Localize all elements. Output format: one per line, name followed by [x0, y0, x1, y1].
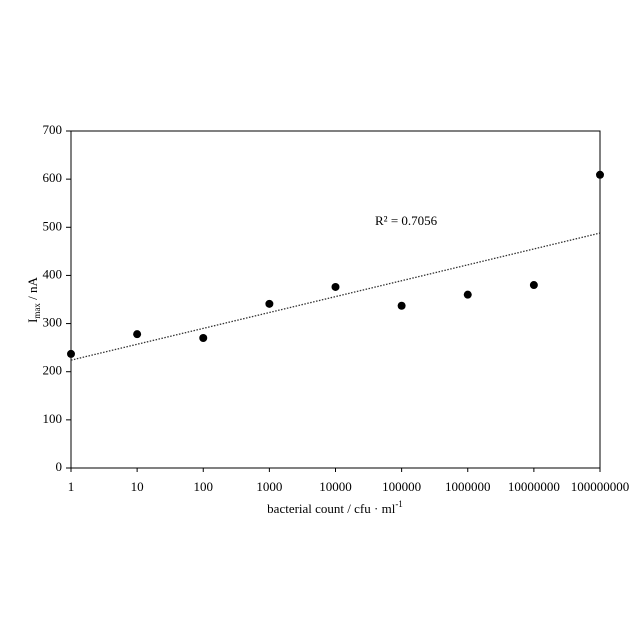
x-tick-label: 1	[68, 479, 75, 494]
y-tick-label: 100	[43, 411, 63, 426]
y-tick-label: 0	[56, 459, 63, 474]
x-tick-label: 1000	[256, 479, 282, 494]
y-axis-label: Imax / nA	[25, 276, 42, 322]
plot-frame	[71, 131, 600, 468]
y-tick-label: 300	[43, 315, 63, 330]
point	[67, 350, 75, 358]
point	[596, 171, 604, 179]
x-axis-label: bacterial count / cfu · ml-1	[267, 499, 403, 516]
point	[332, 283, 340, 291]
x-tick-label: 10000000	[508, 479, 560, 494]
trendline	[71, 233, 600, 360]
y-label-sub: max	[32, 303, 42, 319]
point	[265, 300, 273, 308]
x-tick-label: 1000000	[445, 479, 491, 494]
chart: R² = 0.7056 bacterial count / cfu · ml-1…	[0, 0, 640, 640]
x-label-sup: -1	[395, 499, 403, 509]
y-tick-label: 700	[43, 122, 63, 137]
x-tick-label: 100	[194, 479, 214, 494]
point	[199, 334, 207, 342]
y-tick-label: 400	[43, 266, 63, 281]
point	[530, 281, 538, 289]
y-tick-label: 600	[43, 170, 63, 185]
y-tick-label: 500	[43, 218, 63, 233]
x-tick-label: 100000	[382, 479, 421, 494]
x-tick-label: 10	[131, 479, 144, 494]
point	[133, 330, 141, 338]
annotation: R² = 0.7056	[375, 213, 438, 228]
x-tick-label: 10000	[319, 479, 352, 494]
y-tick-label: 200	[43, 363, 63, 378]
point	[464, 291, 472, 299]
point	[398, 302, 406, 310]
x-label-text: bacterial count / cfu · ml	[267, 501, 396, 516]
y-label-rest: / nA	[25, 276, 40, 303]
x-tick-label: 100000000	[571, 479, 630, 494]
